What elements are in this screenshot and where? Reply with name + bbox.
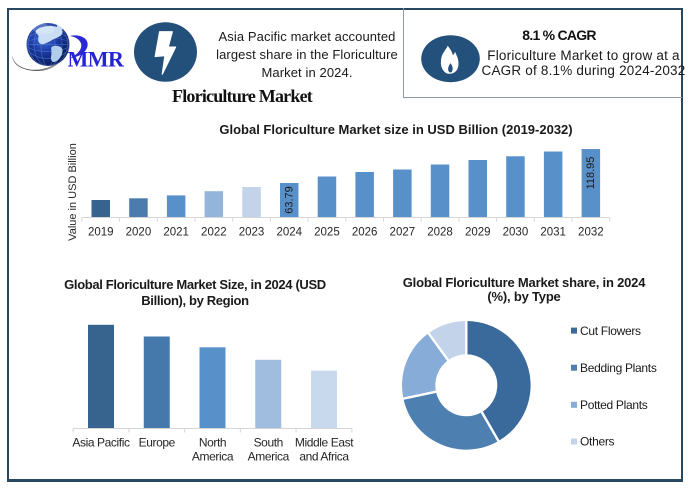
svg-text:MMR: MMR (68, 47, 126, 72)
svg-text:Others: Others (580, 435, 615, 449)
svg-text:North: North (199, 436, 226, 450)
svg-text:2025: 2025 (314, 227, 340, 239)
svg-text:2030: 2030 (503, 227, 529, 239)
svg-text:Potted Plants: Potted Plants (580, 398, 648, 412)
svg-text:2023: 2023 (239, 227, 265, 239)
svg-text:2024: 2024 (276, 227, 302, 239)
svg-text:Asia Pacific: Asia Pacific (72, 436, 130, 450)
svg-text:2026: 2026 (352, 227, 378, 239)
svg-text:2032: 2032 (578, 227, 604, 239)
svg-text:2029: 2029 (465, 227, 491, 239)
svg-text:America: America (192, 450, 234, 464)
svg-text:Value in USD Billion: Value in USD Billion (67, 143, 79, 241)
svg-text:2022: 2022 (201, 227, 227, 239)
svg-text:South: South (254, 436, 283, 450)
svg-text:Cut Flowers: Cut Flowers (580, 324, 641, 338)
svg-text:63.79: 63.79 (283, 186, 295, 214)
svg-text:2028: 2028 (427, 227, 453, 239)
svg-text:2021: 2021 (163, 227, 189, 239)
svg-text:2020: 2020 (126, 227, 152, 239)
svg-text:2019: 2019 (88, 227, 114, 239)
svg-text:Europe: Europe (139, 436, 176, 450)
svg-text:2027: 2027 (390, 227, 416, 239)
svg-text:2031: 2031 (540, 227, 566, 239)
svg-text:America: America (248, 450, 290, 464)
svg-text:118.95: 118.95 (585, 157, 597, 190)
svg-text:Bedding Plants: Bedding Plants (580, 361, 657, 375)
svg-text:Middle East: Middle East (295, 436, 354, 450)
svg-text:and Africa: and Africa (299, 450, 349, 464)
